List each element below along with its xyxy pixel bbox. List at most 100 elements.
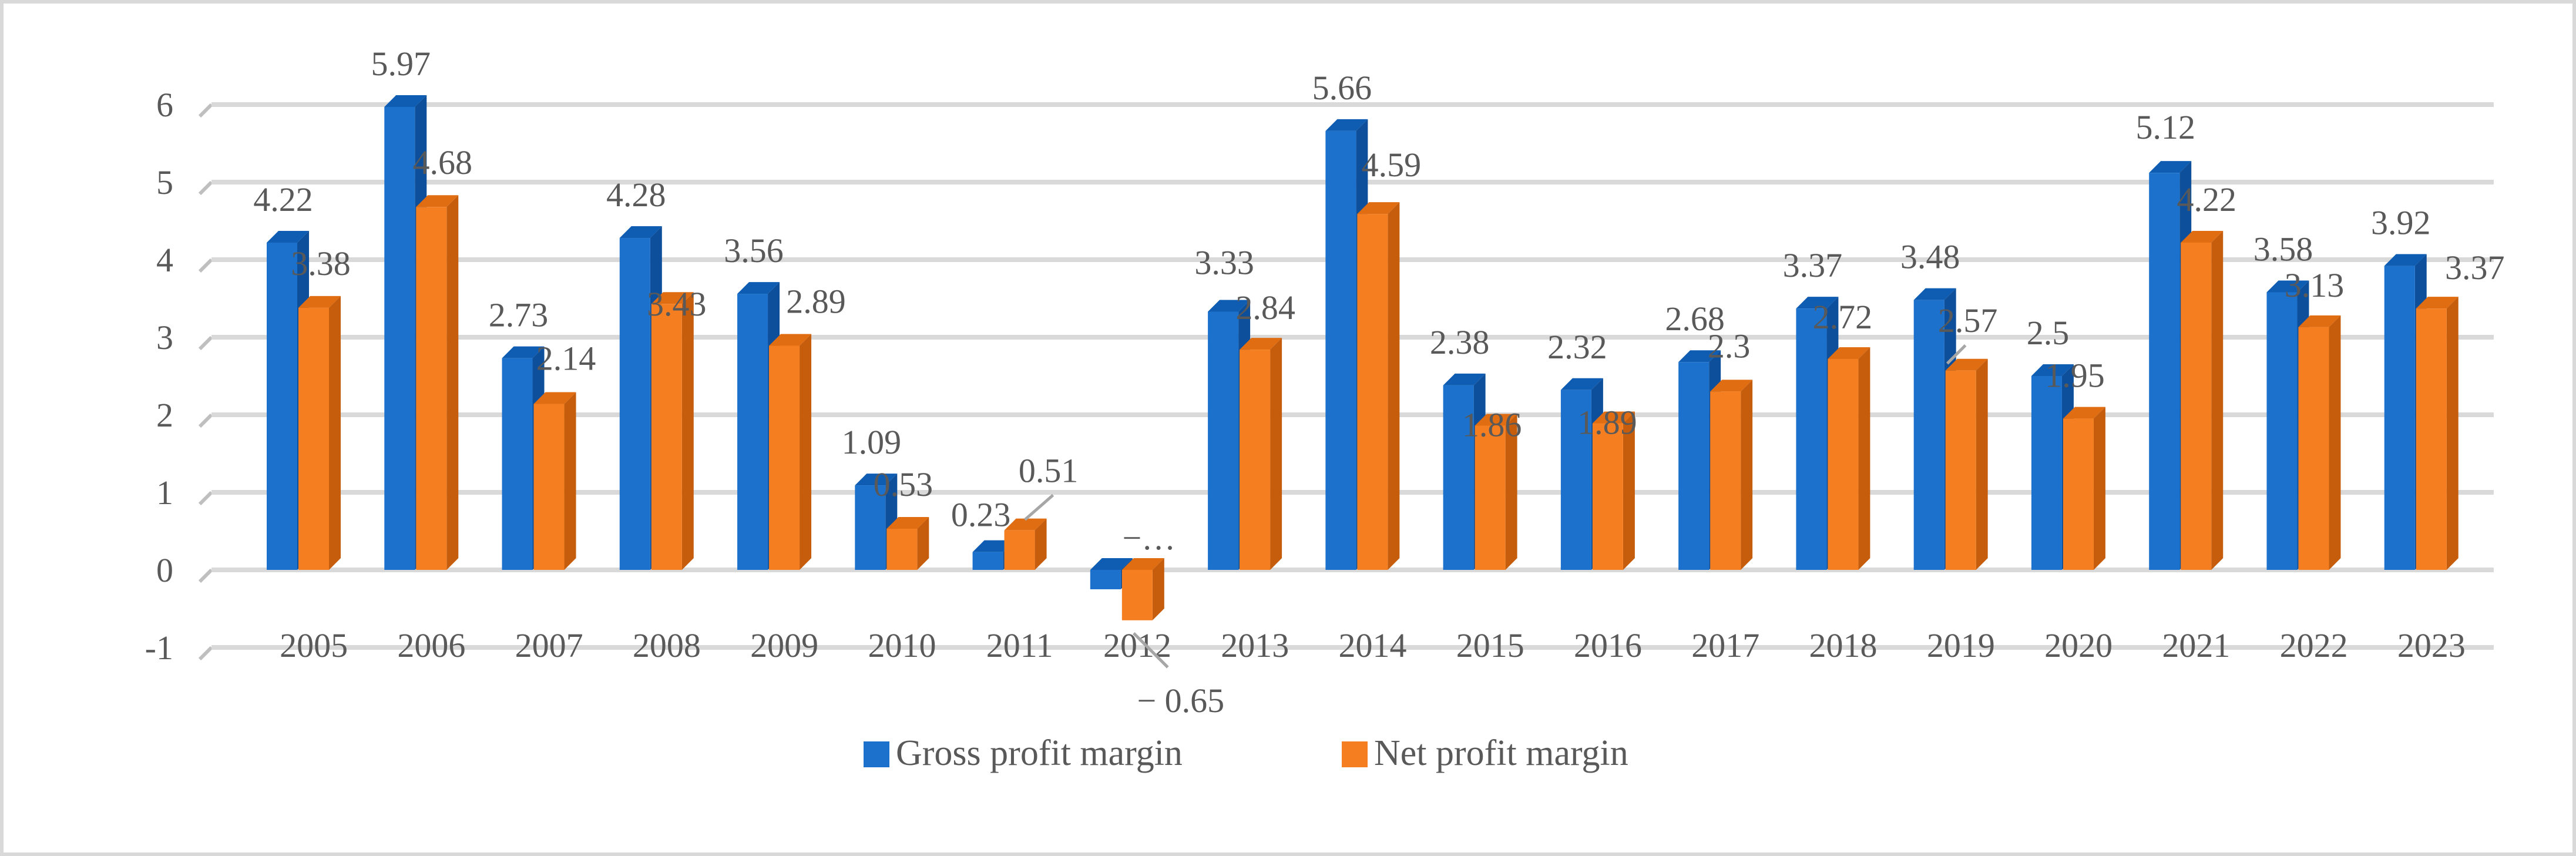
gross-data-label: 3.92 [2371, 204, 2431, 242]
net-bar [1240, 350, 1271, 570]
gross-data-label: 3.56 [724, 231, 784, 270]
net-data-label: 2.89 [786, 283, 846, 321]
net-data-label: 1.95 [2045, 357, 2105, 395]
x-tick-label: 2018 [1809, 626, 1878, 664]
net-bar-top [2181, 230, 2224, 243]
gross-bar [2266, 292, 2298, 570]
net-bar-top [651, 292, 694, 304]
x-tick-label: 2010 [868, 626, 936, 664]
x-tick-label: 2016 [1574, 626, 1642, 664]
net-data-label: 2.57 [1938, 301, 1998, 340]
gross-data-label: 3.33 [1194, 243, 1254, 281]
net-bar-top [2298, 315, 2341, 327]
net-bar-side [917, 517, 929, 570]
gross-bar-top [2031, 364, 2074, 376]
gross-data-label: 2.32 [1547, 328, 1607, 366]
grid-edge [198, 568, 213, 583]
net-bar-side [2211, 230, 2224, 570]
net-data-label: 1.86 [1462, 405, 1522, 444]
net-bar-top [1240, 338, 1282, 350]
x-tick-label: 2008 [633, 626, 701, 664]
net-bar-side [1035, 518, 1047, 570]
gross-bar-top [737, 282, 780, 294]
grid-edge [198, 180, 213, 196]
grid-edge [198, 335, 213, 351]
net-bar-top [1710, 380, 1753, 392]
gross-data-label: 2.68 [1665, 300, 1725, 338]
net-bar-top [1945, 358, 1988, 371]
x-tick-label: 2023 [2397, 626, 2466, 664]
x-tick-label: 2022 [2280, 626, 2348, 664]
gross-bar-top [1325, 119, 1368, 131]
gross-bar-top [1913, 288, 1956, 300]
gross-bar [502, 358, 533, 570]
gross-bar-top [2266, 280, 2309, 293]
gross-data-label: 5.66 [1312, 69, 1372, 107]
net-bar-side [1623, 411, 1635, 570]
gross-bar [619, 238, 650, 570]
gross-bar-top [1678, 350, 1721, 362]
x-tick-label: 2006 [397, 626, 465, 664]
x-tick-label: 2009 [750, 626, 818, 664]
gross-bar [1090, 570, 1121, 589]
gross-data-label: 4.22 [253, 180, 313, 219]
x-tick-label: 2021 [2162, 626, 2230, 664]
net-bar [1828, 358, 1859, 570]
x-tick-label: 2007 [515, 626, 583, 664]
net-data-label: 2.84 [1235, 288, 1295, 327]
gross-bar [1913, 300, 1944, 570]
net-data-label: 3.38 [291, 244, 351, 283]
net-bar [416, 207, 447, 570]
gross-bar-top [619, 226, 662, 239]
gross-bar [972, 552, 1003, 570]
net-data-label: 2.14 [536, 340, 596, 378]
net-bar [1592, 423, 1623, 570]
net-label-leader [1133, 632, 1169, 669]
net-bar-top [533, 392, 576, 404]
net-bar-top [1357, 202, 1400, 214]
gross-legend-label: Gross profit margin [896, 733, 1183, 773]
net-data-label: − 0.65 [1137, 682, 1224, 720]
y-tick-label: -1 [145, 629, 173, 667]
net-bar-side [1270, 338, 1282, 570]
net-data-label: 3.43 [647, 285, 707, 323]
net-label-leader [1023, 494, 1054, 521]
gross-data-label: 4.28 [606, 176, 666, 214]
net-bar-top [1592, 411, 1635, 424]
gross-data-label: 3.48 [1900, 238, 1960, 276]
gross-bar [1443, 385, 1474, 570]
net-bar-side [1505, 414, 1517, 570]
gross-bar [1560, 390, 1591, 570]
grid-edge [198, 103, 213, 118]
gross-data-label: 2.5 [2027, 314, 2070, 352]
gross-bar-top [1560, 378, 1603, 390]
gross-bar-top [2149, 161, 2192, 173]
net-bar-side [329, 296, 341, 570]
grid-edge [198, 491, 213, 506]
net-bar [769, 345, 800, 570]
net-bar [651, 304, 682, 570]
gross-data-label: 0.23 [951, 496, 1011, 534]
net-bar-top [1475, 414, 1517, 426]
net-bar [1121, 570, 1153, 620]
net-bar-top [886, 517, 929, 529]
net-bar [2416, 308, 2447, 570]
net-bar-side [681, 292, 694, 570]
net-bar-top [1121, 558, 1164, 570]
x-tick-label: 2011 [986, 626, 1053, 664]
grid-edge [198, 258, 213, 273]
gross-bar [1208, 311, 1239, 570]
x-tick-label: 2014 [1339, 626, 1407, 664]
gross-bar [737, 294, 768, 570]
gross-bar-top [1090, 558, 1133, 570]
gross-data-label: 3.58 [2253, 230, 2313, 268]
net-bar [533, 404, 565, 570]
gross-bar-top [384, 95, 427, 107]
gross-bar [855, 485, 886, 570]
gross-data-label: 5.12 [2135, 108, 2195, 146]
net-data-label: 0.53 [874, 465, 933, 503]
net-bar-top [769, 334, 812, 346]
net-legend-swatch [1342, 741, 1368, 767]
x-tick-label: 2005 [280, 626, 348, 664]
net-bar [1357, 214, 1388, 570]
